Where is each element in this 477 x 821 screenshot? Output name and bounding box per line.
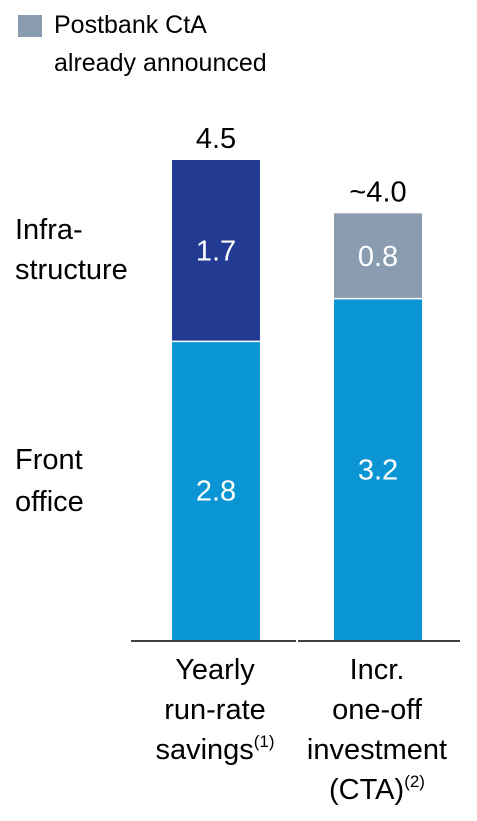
x-category-investment-line1: Incr. (349, 654, 405, 686)
data-label-infrastructure-2: 0.8 (358, 241, 398, 273)
data-label-front-office-2: 3.2 (358, 454, 398, 486)
x-category-investment-line4: (CTA)(2) (329, 772, 425, 806)
bar-segment-infrastructure-2 (334, 213, 422, 299)
x-category-savings-line2: run-rate (164, 694, 266, 726)
legend-label-line1: Postbank CtA (54, 11, 207, 39)
bar-segment-front-office-1 (172, 341, 260, 640)
data-label-front-office-1: 2.8 (196, 476, 236, 508)
x-category-investment-line2: one-off (332, 694, 422, 726)
data-label-infrastructure-1: 1.7 (196, 236, 236, 268)
bar-segment-front-office-2 (334, 298, 422, 640)
bar-segment-infrastructure-1 (172, 160, 260, 342)
x-category-investment-line3: investment (306, 734, 448, 766)
row-label-infrastructure-line1: Infra- (15, 214, 83, 246)
x-category-investment: Incr. one-off investment (CTA)(2) (287, 650, 467, 810)
x-category-savings: Yearly run-rate savings(1) (125, 650, 305, 770)
footnote-2: (2) (404, 772, 425, 791)
x-category-savings-line1: Yearly (175, 654, 255, 686)
total-label-2: ~4.0 (349, 176, 406, 208)
legend-swatch (18, 15, 42, 37)
legend-label-line2: already announced (54, 49, 267, 77)
footnote-1: (1) (253, 732, 275, 751)
x-category-savings-line3: savings(1) (155, 732, 275, 766)
row-label-infrastructure-line2: structure (15, 254, 128, 286)
row-label-front-office-line1: Front (15, 444, 83, 476)
row-label-front-office-line2: office (15, 486, 84, 518)
total-label-1: 4.5 (196, 123, 236, 155)
